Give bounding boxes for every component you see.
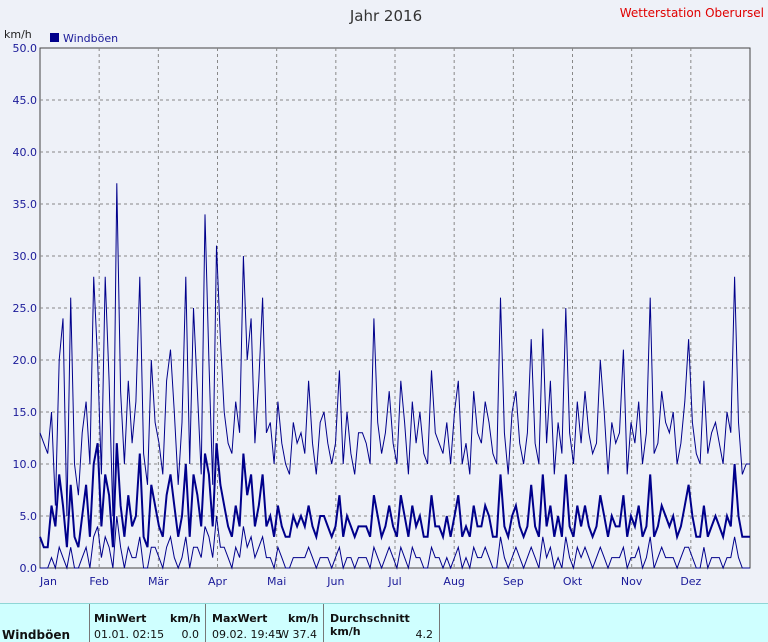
y-tick-label: 15.0 [13,406,38,419]
x-tick-label: Jun [326,575,344,588]
grid [40,48,750,568]
series-line-1 [39,443,750,549]
max-unit: km/h [288,612,319,625]
x-tick-label: Feb [89,575,108,588]
x-tick-label: Mär [148,575,169,588]
station-name: Wetterstation Oberursel [620,6,764,20]
x-tick-label: Mai [267,575,286,588]
avg-value: 4.2 [415,628,434,641]
summary-avg-cell: Durchschnitt km/h 4.2 [324,604,440,642]
min-datetime: 01.01. 02:15 [94,628,165,641]
y-ticks: 0.0 5.0 10.0 15.0 20.0 25.0 30.0 35.0 40.0 45.0 50… [13,42,38,575]
x-tick-label: Jan [39,575,57,588]
max-header: MaxWert [212,612,268,625]
y-tick-label: 0.0 [20,562,38,575]
x-tick-label: Nov [621,575,643,588]
y-tick-label: 35.0 [13,198,38,211]
y-tick-label: 10.0 [13,458,38,471]
y-tick-label: 40.0 [13,146,38,159]
x-tick-label: Dez [680,575,701,588]
min-value: 0.0 [181,628,200,641]
y-tick-label: 45.0 [13,94,38,107]
y-tick-label: 30.0 [13,250,38,263]
max-value: W 37.4 [278,628,317,641]
x-ticks: Jan Feb Mär Apr Mai Jun Jul Aug Sep Okt Nov Dez [39,575,702,588]
summary-label-cell: Windböen [0,604,90,642]
summary-min-cell: MinWert km/h 01.01. 02:15 0.0 [90,604,206,642]
y-tick-label: 25.0 [13,302,38,315]
legend-swatch [50,33,59,42]
x-tick-label: Okt [563,575,583,588]
series-lines [39,183,750,570]
chart-title: Jahr 2016 [349,7,422,25]
summary-table: Windböen MinWert km/h 01.01. 02:15 0.0 M… [0,603,768,642]
y-tick-label: 5.0 [20,510,38,523]
legend-label: Windböen [63,32,118,45]
x-tick-label: Jul [387,575,401,588]
series-line-2 [40,515,750,570]
y-axis-unit: km/h [4,28,32,41]
min-unit: km/h [170,612,201,625]
min-header: MinWert [94,612,147,625]
avg-header: Durchschnitt km/h [330,612,410,638]
x-tick-label: Apr [208,575,228,588]
x-tick-label: Sep [503,575,524,588]
y-tick-label: 20.0 [13,354,38,367]
series-line-0 [39,183,750,517]
x-tick-label: Aug [443,575,464,588]
summary-row-label: Windböen [2,628,70,642]
max-datetime: 09.02. 19:45 [212,628,283,641]
y-tick-label: 50.0 [13,42,38,55]
wind-gust-chart: Jahr 2016 Wetterstation Oberursel km/h W… [4,6,764,588]
summary-max-cell: MaxWert km/h 09.02. 19:45 W 37.4 [206,604,324,642]
